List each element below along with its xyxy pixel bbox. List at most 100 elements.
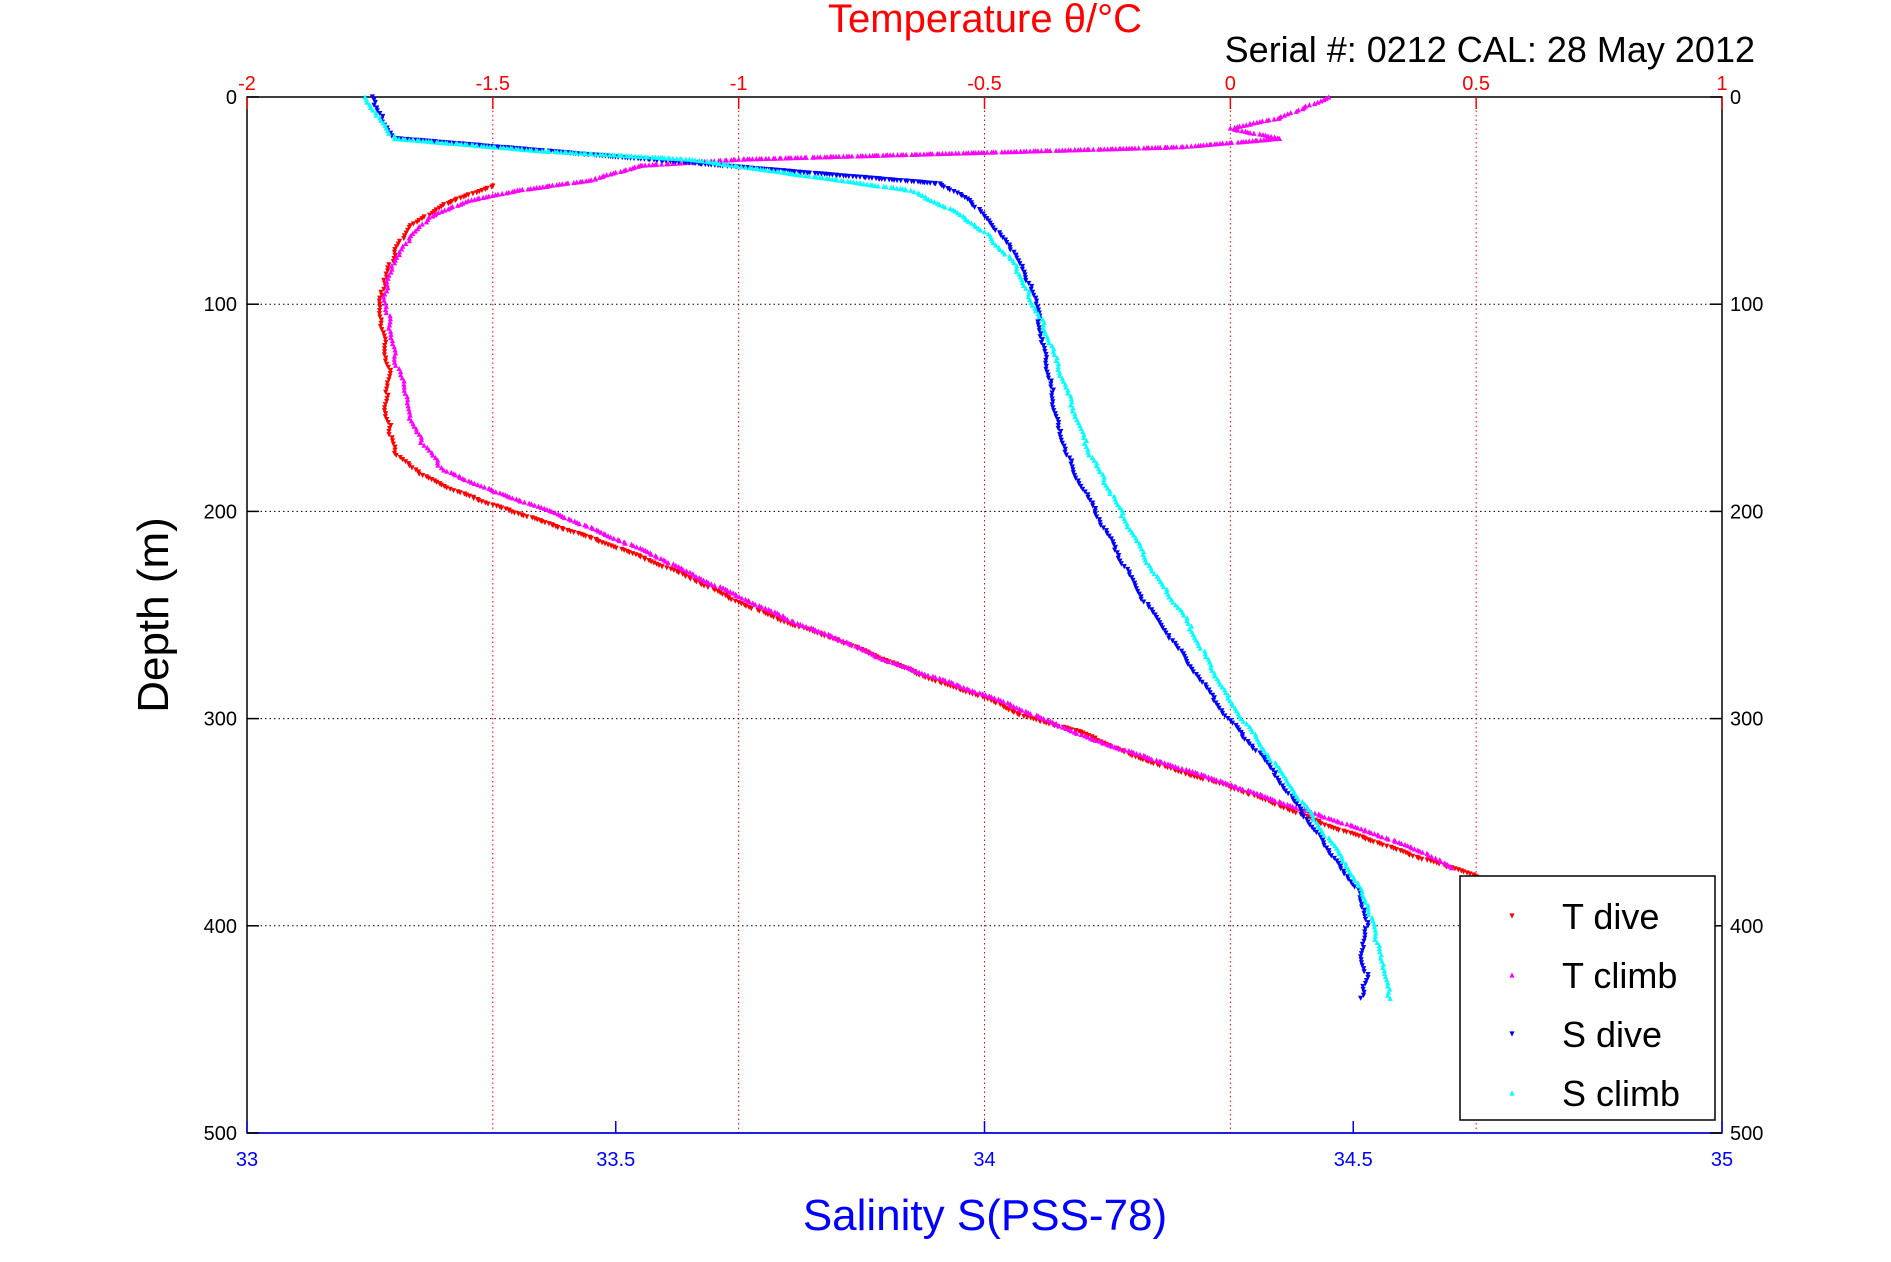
data-point-fill — [405, 396, 411, 403]
data-point-fill — [1362, 926, 1368, 932]
data-point-fill — [1208, 662, 1214, 668]
data-point-fill — [1220, 779, 1226, 785]
data-point-fill — [1131, 749, 1137, 756]
data-point-fill — [1358, 901, 1365, 907]
data-point-fill — [1393, 847, 1399, 853]
data-point-fill — [1146, 604, 1152, 610]
data-point-fill — [806, 170, 813, 176]
data-point-fill — [425, 475, 432, 481]
temperature-tick-label: 1 — [1716, 73, 1727, 95]
data-point-fill — [1179, 765, 1185, 772]
data-point — [588, 535, 594, 541]
data-point-fill — [571, 179, 577, 186]
data-point-fill — [1175, 764, 1181, 771]
data-point-fill — [1318, 98, 1324, 104]
data-point-fill — [1331, 817, 1337, 823]
data-point-fill — [1250, 120, 1257, 126]
data-point-fill — [1209, 667, 1215, 673]
data-point-fill — [535, 503, 542, 509]
data-point-fill — [384, 268, 391, 274]
data-point-fill — [1028, 286, 1034, 292]
data-point-fill — [363, 96, 370, 103]
data-point-fill — [1124, 523, 1130, 530]
data-point-fill — [642, 556, 648, 563]
data-point-fill — [435, 462, 441, 468]
data-point — [1033, 301, 1039, 307]
data-point-fill — [1300, 814, 1306, 820]
data-point-fill — [665, 559, 671, 566]
data-point-fill — [748, 606, 754, 612]
data-point-fill — [383, 271, 389, 277]
data-point-fill — [654, 554, 660, 560]
data-point — [1040, 343, 1047, 349]
data-point-fill — [1212, 141, 1218, 147]
data-point-fill — [682, 573, 689, 580]
data-point — [1070, 405, 1076, 411]
salinity-tick-label: 34.5 — [1334, 1149, 1373, 1171]
data-point-fill — [1274, 762, 1280, 768]
data-point-fill — [954, 190, 960, 196]
data-point-fill — [1038, 340, 1044, 346]
data-point-fill — [406, 137, 412, 143]
data-point — [1040, 716, 1047, 722]
data-point-fill — [613, 545, 619, 551]
data-point — [1372, 933, 1378, 939]
data-point-fill — [931, 199, 938, 205]
data-point-fill — [608, 534, 614, 540]
data-point-fill — [789, 171, 796, 177]
data-point-fill — [442, 207, 448, 213]
data-point-fill — [1229, 782, 1235, 788]
data-point-fill — [404, 400, 410, 406]
data-point-fill — [387, 328, 394, 334]
data-point-fill — [1384, 843, 1390, 849]
data-point-fill — [1362, 932, 1368, 938]
data-point-fill — [1049, 343, 1055, 349]
data-point-fill — [1127, 526, 1133, 532]
data-point-fill — [1340, 858, 1346, 864]
data-point-fill — [1049, 390, 1055, 396]
data-point-fill — [1126, 748, 1132, 754]
data-point-fill — [1233, 784, 1239, 790]
data-point-fill — [387, 319, 393, 325]
data-point-fill — [922, 671, 928, 677]
data-point-fill — [378, 320, 384, 326]
data-point-fill — [658, 161, 665, 167]
data-point-fill — [898, 151, 904, 158]
data-point-fill — [712, 587, 718, 593]
data-point-fill — [1425, 852, 1431, 858]
data-point — [549, 508, 555, 514]
data-point-fill — [1336, 850, 1342, 856]
data-point-fill — [401, 233, 408, 239]
data-point-fill — [504, 145, 510, 151]
data-point-fill — [664, 565, 670, 571]
data-point-fill — [762, 605, 768, 611]
data-point-fill — [1379, 834, 1385, 840]
data-point-fill — [1042, 328, 1048, 334]
data-point-fill — [466, 493, 473, 499]
data-point-fill — [1349, 823, 1356, 829]
data-point-fill — [402, 390, 408, 396]
data-point — [1070, 467, 1076, 473]
data-point-fill — [1271, 116, 1277, 122]
data-point-fill — [373, 109, 379, 116]
data-point-fill — [1072, 147, 1078, 153]
data-point-fill — [1223, 689, 1229, 695]
data-point-fill — [1090, 500, 1096, 506]
data-point-fill — [1081, 434, 1087, 440]
data-point-fill — [439, 139, 445, 146]
data-point-fill — [696, 157, 702, 164]
series-t-dive — [376, 183, 1514, 894]
data-point-fill — [690, 572, 696, 578]
data-point-fill — [391, 133, 397, 139]
data-point — [991, 695, 997, 701]
data-point-fill — [1045, 337, 1051, 343]
data-point-fill — [1202, 651, 1208, 657]
data-point-fill — [376, 311, 382, 317]
data-point-fill — [435, 457, 441, 463]
data-point-fill — [1285, 791, 1291, 797]
data-point — [736, 156, 742, 162]
data-point-fill — [708, 581, 714, 587]
data-point-fill — [1019, 263, 1026, 270]
data-point-fill — [861, 181, 867, 187]
data-point-fill — [729, 162, 735, 168]
